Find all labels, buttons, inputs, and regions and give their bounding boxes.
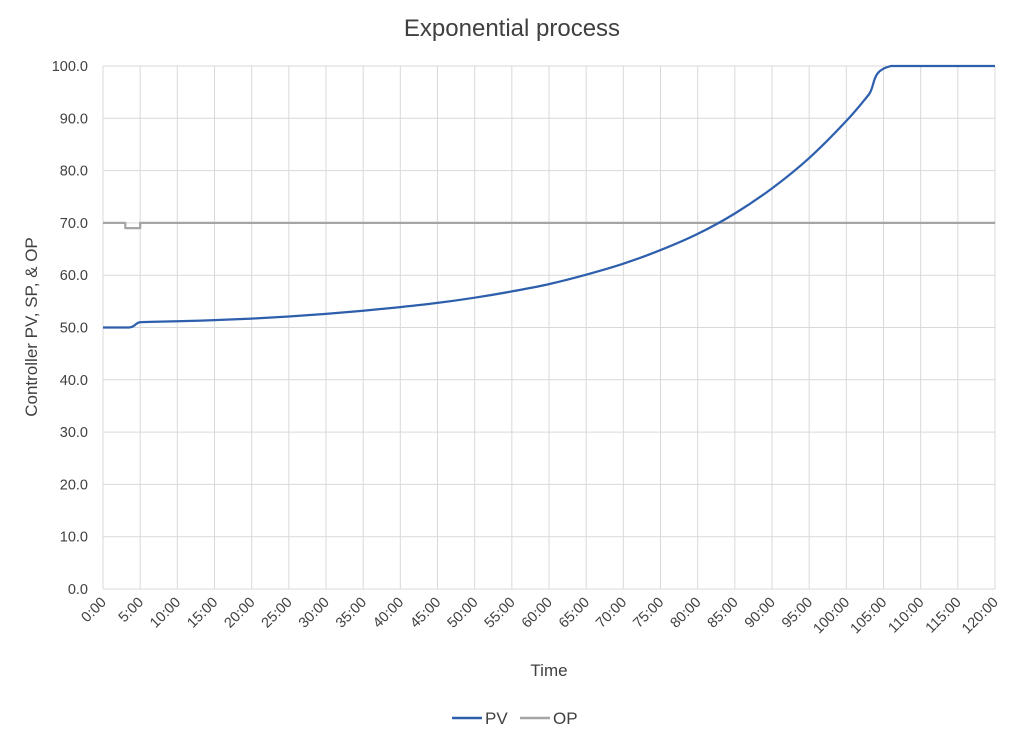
x-tick-label: 70:00: [593, 595, 630, 632]
x-tick-label: 110:00: [886, 595, 928, 637]
x-tick-label: 105:00: [848, 595, 891, 638]
x-tick-label: 20:00: [222, 595, 259, 632]
x-tick-label: 5:00: [116, 595, 147, 626]
chart-title: Exponential process: [404, 15, 620, 42]
x-tick-label: 0:00: [79, 595, 110, 626]
x-axis-label: Time: [530, 661, 567, 680]
y-tick-label: 50.0: [60, 321, 88, 337]
legend-op-label: OP: [553, 709, 578, 728]
y-tick-label: 20.0: [60, 477, 88, 493]
x-tick-label: 10:00: [147, 595, 184, 632]
plot-area: [103, 64, 995, 329]
y-tick-label: 40.0: [60, 373, 88, 389]
x-tick-label: 55:00: [482, 595, 519, 632]
x-tick-label: 40:00: [370, 595, 407, 632]
x-tick-label: 25:00: [259, 595, 296, 632]
x-tick-label: 35:00: [333, 595, 370, 632]
x-tick-label: 100:00: [810, 595, 853, 638]
x-tick-label: 15:00: [184, 595, 221, 632]
x-tick-label: 50:00: [445, 595, 482, 632]
y-tick-label: 30.0: [60, 425, 88, 441]
series-pv-line: [103, 64, 995, 329]
y-tick-label: 70.0: [60, 216, 88, 232]
x-tick-label: 120:00: [959, 595, 1002, 638]
legend: PV OP: [452, 709, 578, 728]
y-tick-label: 10.0: [60, 530, 88, 546]
x-tick-label: 45:00: [407, 595, 444, 632]
x-tick-label: 60:00: [519, 595, 556, 632]
x-tick-label: 115:00: [923, 595, 965, 637]
y-axis-label: Controller PV, SP, & OP: [22, 237, 41, 417]
x-axis-ticks: 0:00 5:00 10:00 15:00 20:00 25:00 30:00 35:00 40…: [79, 595, 1002, 638]
y-tick-label: 60.0: [60, 268, 88, 284]
series-op-line: [103, 221, 995, 230]
y-tick-label: 0.0: [68, 582, 88, 598]
x-tick-label: 80:00: [668, 595, 705, 632]
x-tick-label: 30:00: [296, 595, 333, 632]
y-axis-ticks: 0.0 10.0 20.0 30.0 40.0 50.0 60.0 70.0 80.0 90.0 1…: [52, 59, 88, 598]
legend-pv-label: PV: [485, 709, 508, 728]
x-tick-label: 90:00: [742, 595, 779, 632]
y-tick-label: 100.0: [52, 59, 88, 75]
y-tick-label: 80.0: [60, 164, 88, 180]
x-tick-label: 75:00: [630, 595, 667, 632]
x-tick-label: 65:00: [556, 595, 593, 632]
y-tick-label: 90.0: [60, 111, 88, 127]
x-tick-label: 85:00: [705, 595, 742, 632]
gridlines: [102, 65, 996, 590]
